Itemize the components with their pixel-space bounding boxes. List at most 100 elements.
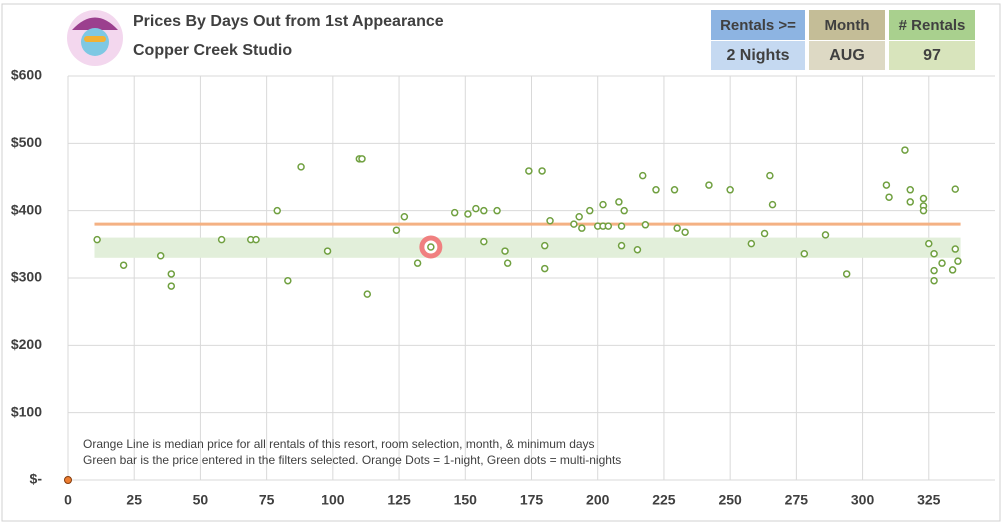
point: [586, 206, 594, 215]
x-tick-label: 75: [259, 492, 275, 508]
point: [938, 259, 946, 267]
x-tick-label: 50: [193, 492, 209, 508]
filter-label: Rentals >=: [720, 17, 796, 34]
y-tick-label: $400: [11, 201, 42, 217]
point: [501, 247, 509, 255]
point: [575, 212, 583, 221]
point: [450, 208, 459, 217]
y-tick-label: $300: [11, 269, 42, 285]
x-tick-label: 200: [586, 492, 610, 508]
point: [885, 193, 893, 201]
one-night-point: [64, 476, 72, 484]
filter-header: [809, 10, 885, 40]
filter-value-box: [889, 41, 975, 70]
point: [906, 198, 914, 206]
point: [472, 204, 480, 213]
point: [951, 245, 960, 253]
point: [652, 186, 660, 194]
point: [768, 200, 777, 209]
point: [93, 235, 101, 244]
point: [617, 241, 626, 250]
x-tick-label: 300: [851, 492, 875, 508]
point: [604, 222, 613, 230]
point: [930, 276, 938, 285]
point: [951, 185, 960, 193]
point: [747, 239, 756, 248]
y-tick-label: $100: [11, 403, 42, 419]
x-tick-label: 175: [520, 492, 544, 508]
filter-value: 2 Nights: [726, 47, 789, 64]
point: [620, 206, 628, 215]
point: [673, 224, 681, 232]
point: [760, 229, 769, 238]
point: [930, 266, 938, 275]
point: [925, 239, 933, 248]
point: [358, 155, 366, 163]
x-tick-label: 225: [652, 492, 676, 508]
point: [538, 167, 546, 175]
point: [284, 276, 292, 285]
point: [480, 206, 488, 215]
point: [297, 163, 305, 171]
point: [363, 290, 372, 298]
point: [273, 206, 281, 215]
point: [599, 200, 607, 209]
point: [901, 146, 909, 154]
chart-subtitle: Copper Creek Studio: [133, 42, 292, 59]
point: [705, 181, 713, 189]
y-tick-label: $600: [11, 67, 42, 83]
note: Orange Line is median price for all rent…: [83, 437, 595, 451]
filter-value: AUG: [829, 47, 865, 64]
point: [930, 250, 938, 258]
filter-value-box: [809, 41, 885, 70]
point: [503, 259, 512, 267]
point: [670, 186, 679, 194]
filter-header: [711, 10, 805, 40]
price-band: [94, 237, 961, 258]
point: [480, 237, 488, 246]
point: [954, 257, 962, 265]
point: [217, 235, 226, 244]
point: [167, 282, 176, 290]
note: Green bar is the price entered in the fi…: [83, 453, 621, 467]
point: [800, 250, 809, 258]
point: [392, 226, 401, 234]
point: [638, 171, 647, 180]
point: [766, 171, 774, 180]
point: [821, 231, 830, 239]
point: [906, 186, 914, 194]
point: [641, 221, 650, 229]
point: [919, 194, 928, 203]
point: [570, 220, 578, 228]
point: [540, 264, 549, 273]
point: [167, 270, 176, 278]
point: [400, 212, 409, 221]
y-tick-label: $200: [11, 336, 42, 352]
chart-title: Prices By Days Out from 1st Appearance: [133, 13, 444, 30]
point: [882, 181, 891, 189]
point: [578, 224, 586, 232]
x-tick-label: 25: [126, 492, 142, 508]
filter-header: [889, 10, 975, 40]
x-tick-label: 100: [321, 492, 345, 508]
x-tick-label: 0: [64, 492, 72, 508]
point: [617, 222, 626, 230]
point: [413, 259, 422, 267]
point: [493, 206, 501, 215]
point: [156, 252, 165, 260]
point: [427, 243, 435, 251]
point: [323, 247, 332, 255]
frame: [1, 3, 1001, 522]
filter-value: 97: [923, 47, 941, 64]
point: [546, 217, 554, 225]
point: [252, 235, 260, 244]
filter-label: Month: [825, 17, 870, 34]
filter-value-box: [711, 41, 805, 70]
point: [464, 210, 472, 218]
x-tick-label: 150: [454, 492, 478, 508]
point: [726, 186, 734, 194]
point: [842, 270, 851, 278]
point: [119, 261, 128, 269]
y-tick-label: $500: [11, 134, 42, 150]
